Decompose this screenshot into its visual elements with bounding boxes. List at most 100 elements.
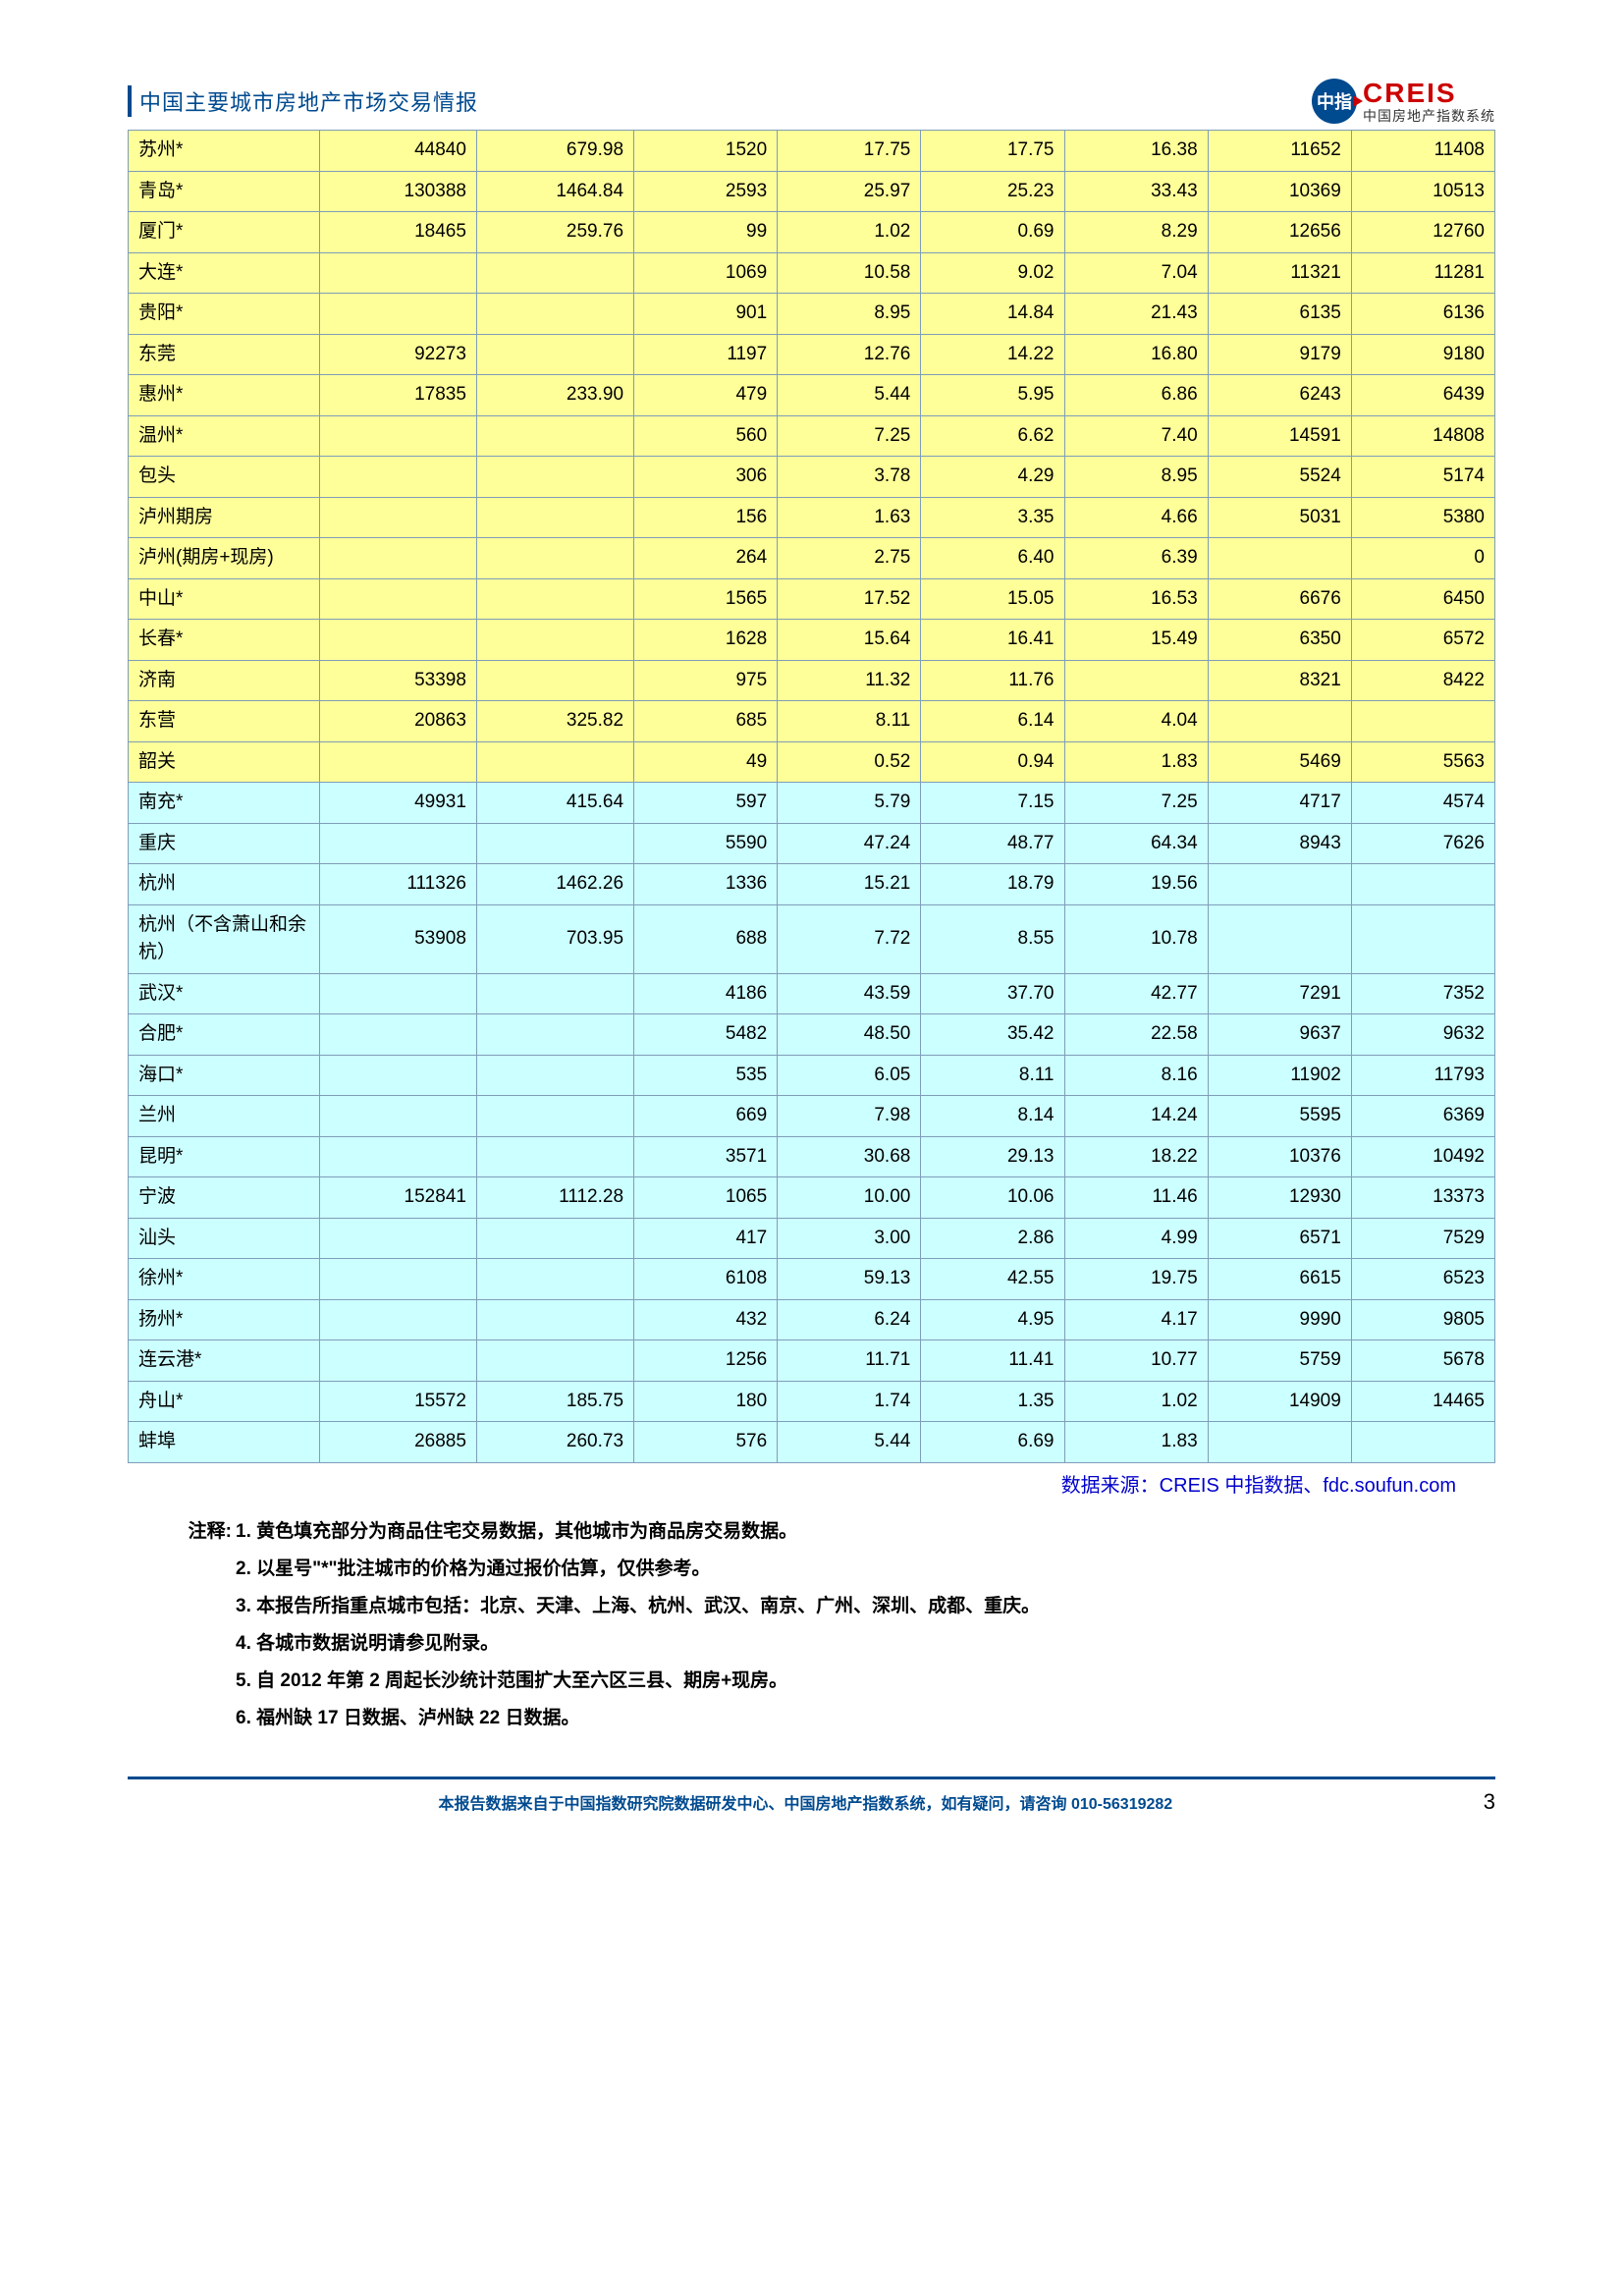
data-cell: 6571 xyxy=(1208,1218,1351,1259)
data-cell: 8943 xyxy=(1208,823,1351,864)
data-cell: 47.24 xyxy=(778,823,921,864)
data-cell: 6350 xyxy=(1208,620,1351,661)
data-cell: 6439 xyxy=(1351,375,1494,416)
table-row: 舟山*15572185.751801.741.351.021490914465 xyxy=(129,1381,1495,1422)
city-cell: 苏州* xyxy=(129,131,320,172)
data-cell xyxy=(319,457,476,498)
data-cell: 1462.26 xyxy=(476,864,633,905)
note-line: 6. 福州缺 17 日数据、泸州缺 22 日数据。 xyxy=(157,1700,1495,1737)
data-cell xyxy=(1351,904,1494,973)
data-cell xyxy=(476,1218,633,1259)
data-cell: 14591 xyxy=(1208,415,1351,457)
data-cell: 2.75 xyxy=(778,538,921,579)
data-cell xyxy=(319,741,476,783)
data-cell: 17.75 xyxy=(778,131,921,172)
data-cell: 1.83 xyxy=(1064,741,1208,783)
data-cell: 0 xyxy=(1351,538,1494,579)
data-cell: 6450 xyxy=(1351,578,1494,620)
data-cell: 5595 xyxy=(1208,1096,1351,1137)
data-cell: 11652 xyxy=(1208,131,1351,172)
city-cell: 泸州期房 xyxy=(129,497,320,538)
data-cell: 4717 xyxy=(1208,783,1351,824)
data-cell: 33.43 xyxy=(1064,171,1208,212)
data-cell: 6369 xyxy=(1351,1096,1494,1137)
data-cell: 5563 xyxy=(1351,741,1494,783)
data-cell: 0.52 xyxy=(778,741,921,783)
data-cell: 13373 xyxy=(1351,1177,1494,1219)
data-cell: 14.22 xyxy=(921,334,1064,375)
data-cell: 49931 xyxy=(319,783,476,824)
data-cell: 1.35 xyxy=(921,1381,1064,1422)
data-cell: 17.75 xyxy=(921,131,1064,172)
data-cell xyxy=(476,1055,633,1096)
data-cell: 7352 xyxy=(1351,973,1494,1014)
data-cell: 10492 xyxy=(1351,1136,1494,1177)
data-cell: 7.72 xyxy=(778,904,921,973)
data-cell: 44840 xyxy=(319,131,476,172)
data-cell: 53398 xyxy=(319,660,476,701)
data-cell: 48.50 xyxy=(778,1014,921,1056)
table-row: 兰州6697.988.1414.2455956369 xyxy=(129,1096,1495,1137)
data-cell: 7.25 xyxy=(778,415,921,457)
city-cell: 蚌埠 xyxy=(129,1422,320,1463)
data-cell: 1565 xyxy=(634,578,778,620)
note-text: 1. 黄色填充部分为商品住宅交易数据，其他城市为商品房交易数据。 xyxy=(236,1513,797,1551)
data-cell: 11.32 xyxy=(778,660,921,701)
logo-text: CREIS 中国房地产指数系统 xyxy=(1363,79,1495,124)
data-cell: 53908 xyxy=(319,904,476,973)
data-cell: 479 xyxy=(634,375,778,416)
data-cell: 6676 xyxy=(1208,578,1351,620)
data-cell: 7.25 xyxy=(1064,783,1208,824)
note-line: 5. 自 2012 年第 2 周起长沙统计范围扩大至六区三县、期房+现房。 xyxy=(157,1663,1495,1700)
note-prefix xyxy=(157,1625,236,1663)
data-cell: 4.99 xyxy=(1064,1218,1208,1259)
data-cell: 59.13 xyxy=(778,1259,921,1300)
data-cell: 35.42 xyxy=(921,1014,1064,1056)
data-cell: 5031 xyxy=(1208,497,1351,538)
data-cell: 3.35 xyxy=(921,497,1064,538)
footer-text: 本报告数据来自于中国指数研究院数据研发中心、中国房地产指数系统，如有疑问，请咨询… xyxy=(439,1790,1173,1814)
data-cell: 10.58 xyxy=(778,252,921,294)
data-cell: 597 xyxy=(634,783,778,824)
city-cell: 青岛* xyxy=(129,171,320,212)
data-cell xyxy=(319,973,476,1014)
city-cell: 昆明* xyxy=(129,1136,320,1177)
table-row: 长春*162815.6416.4115.4963506572 xyxy=(129,620,1495,661)
data-cell: 25.97 xyxy=(778,171,921,212)
city-cell: 厦门* xyxy=(129,212,320,253)
data-cell: 11.41 xyxy=(921,1340,1064,1382)
data-cell: 7.98 xyxy=(778,1096,921,1137)
data-cell: 42.77 xyxy=(1064,973,1208,1014)
data-cell: 10.77 xyxy=(1064,1340,1208,1382)
data-cell: 8.16 xyxy=(1064,1055,1208,1096)
data-cell: 11321 xyxy=(1208,252,1351,294)
data-cell xyxy=(319,1014,476,1056)
data-cell: 1065 xyxy=(634,1177,778,1219)
table-row: 蚌埠26885260.735765.446.691.83 xyxy=(129,1422,1495,1463)
data-cell xyxy=(1064,660,1208,701)
table-row: 昆明*357130.6829.1318.221037610492 xyxy=(129,1136,1495,1177)
note-prefix: 注释: xyxy=(157,1513,236,1551)
data-cell: 3.78 xyxy=(778,457,921,498)
data-cell: 5590 xyxy=(634,823,778,864)
data-cell: 16.41 xyxy=(921,620,1064,661)
city-cell: 杭州 xyxy=(129,864,320,905)
data-cell: 11793 xyxy=(1351,1055,1494,1096)
data-cell: 15.49 xyxy=(1064,620,1208,661)
data-cell: 99 xyxy=(634,212,778,253)
data-cell xyxy=(1208,701,1351,742)
table-row: 大连*106910.589.027.041132111281 xyxy=(129,252,1495,294)
data-cell: 16.38 xyxy=(1064,131,1208,172)
table-row: 汕头4173.002.864.9965717529 xyxy=(129,1218,1495,1259)
creis-logo: 中指 CREIS 中国房地产指数系统 xyxy=(1312,79,1495,124)
data-cell: 8.95 xyxy=(1064,457,1208,498)
data-cell: 14909 xyxy=(1208,1381,1351,1422)
data-cell: 30.68 xyxy=(778,1136,921,1177)
data-cell xyxy=(1208,904,1351,973)
table-row: 宁波1528411112.28106510.0010.0611.46129301… xyxy=(129,1177,1495,1219)
data-cell xyxy=(476,620,633,661)
data-cell xyxy=(476,252,633,294)
table-row: 东莞92273119712.7614.2216.8091799180 xyxy=(129,334,1495,375)
data-cell: 9632 xyxy=(1351,1014,1494,1056)
table-row: 东营20863325.826858.116.144.04 xyxy=(129,701,1495,742)
